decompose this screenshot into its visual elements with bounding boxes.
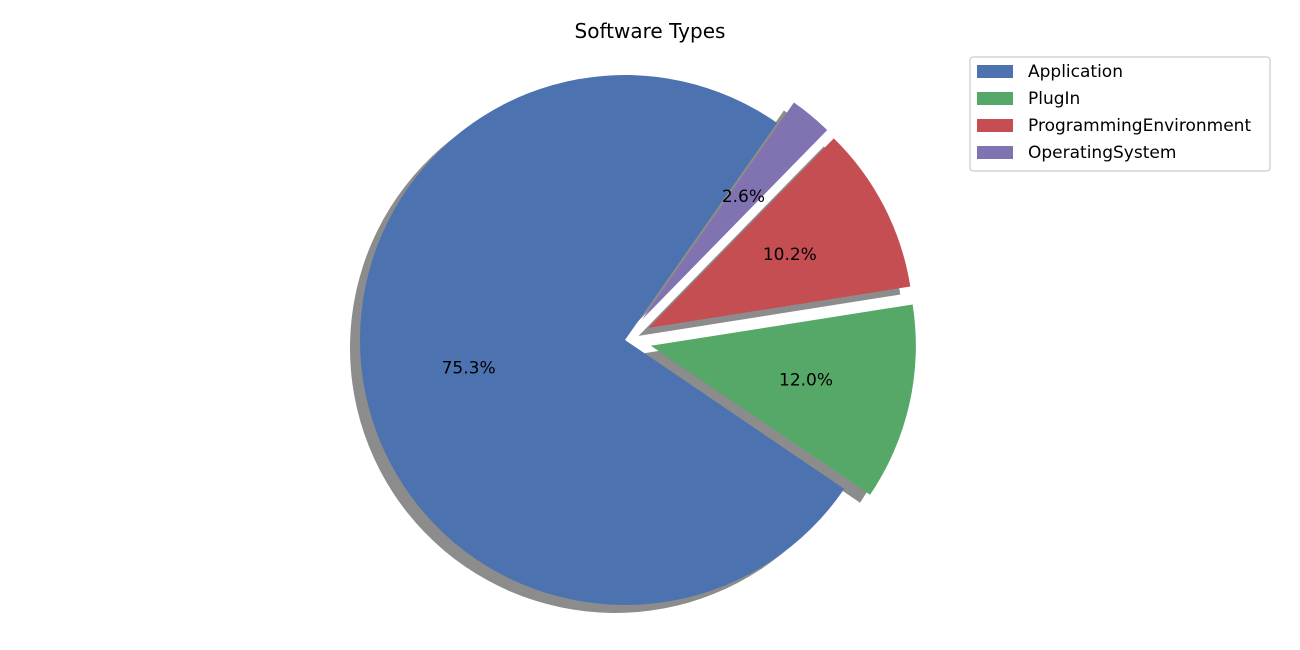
slice-application xyxy=(359,75,845,606)
legend-frame xyxy=(969,56,1271,172)
chart-title: Software Types xyxy=(575,19,726,43)
slice-label-application: 75.3% xyxy=(442,359,496,379)
slice-label-operatingsystem: 2.6% xyxy=(722,187,765,207)
legend-swatch-programmingenvironment xyxy=(977,119,1013,132)
legend-label-application: Application xyxy=(1028,62,1123,82)
legend-swatch-application xyxy=(977,65,1013,78)
legend: Application PlugIn ProgrammingEnvironment O… xyxy=(969,56,1271,172)
legend-label-operatingsystem: OperatingSystem xyxy=(1028,143,1176,163)
slice-operatingsystem xyxy=(641,102,828,320)
legend-label-plugin: PlugIn xyxy=(1028,89,1080,109)
slice-programmingenvironment xyxy=(648,138,911,328)
legend-swatch-plugin xyxy=(977,92,1013,105)
slice-label-programmingenvironment: 10.2% xyxy=(763,245,817,265)
legend-label-programmingenvironment: ProgrammingEnvironment xyxy=(1028,116,1251,136)
slice-label-plugin: 12.0% xyxy=(779,371,833,391)
legend-swatch-operatingsystem xyxy=(977,146,1013,159)
pie-slices xyxy=(359,75,916,606)
slice-plugin xyxy=(650,304,916,495)
slice-labels: 75.3% 12.0% 10.2% 2.6% xyxy=(442,187,833,390)
